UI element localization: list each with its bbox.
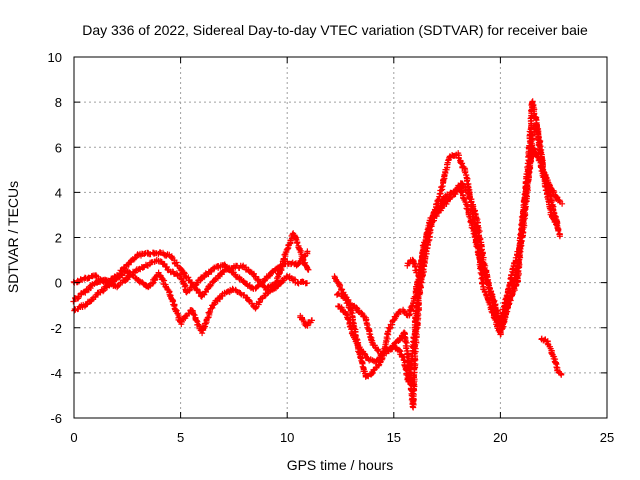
y-tick-label: 0 (55, 276, 62, 291)
y-tick-label: -4 (50, 366, 62, 381)
series-track-8 (404, 256, 420, 276)
y-tick-label: -6 (50, 411, 62, 426)
x-tick-label: 15 (387, 430, 401, 445)
axis-ticks: 0 5 10 15 20 25 -6 -4 -2 0 2 4 6 8 10 (48, 50, 615, 445)
series-markers (297, 312, 315, 329)
x-tick-label: 0 (70, 430, 77, 445)
y-tick-label: 8 (55, 95, 62, 110)
series-markers (404, 256, 420, 276)
y-tick-label: 2 (55, 231, 62, 246)
chart-title: Day 336 of 2022, Sidereal Day-to-day VTE… (82, 22, 588, 38)
series-track-9 (538, 335, 565, 378)
y-tick-label: 10 (48, 50, 62, 65)
series-markers (538, 335, 565, 378)
x-tick-label: 5 (177, 430, 184, 445)
y-axis-label: SDTVAR / TECUs (5, 181, 21, 293)
series-track-4 (297, 312, 315, 329)
x-axis-label: GPS time / hours (287, 457, 394, 473)
x-tick-label: 20 (493, 430, 507, 445)
series-track-7 (335, 144, 561, 385)
series-markers (335, 144, 561, 385)
x-tick-label: 10 (280, 430, 294, 445)
y-tick-label: -2 (50, 321, 62, 336)
y-tick-label: 4 (55, 185, 62, 200)
y-tick-label: 6 (55, 140, 62, 155)
data-series (70, 98, 566, 411)
x-tick-label: 25 (600, 430, 614, 445)
